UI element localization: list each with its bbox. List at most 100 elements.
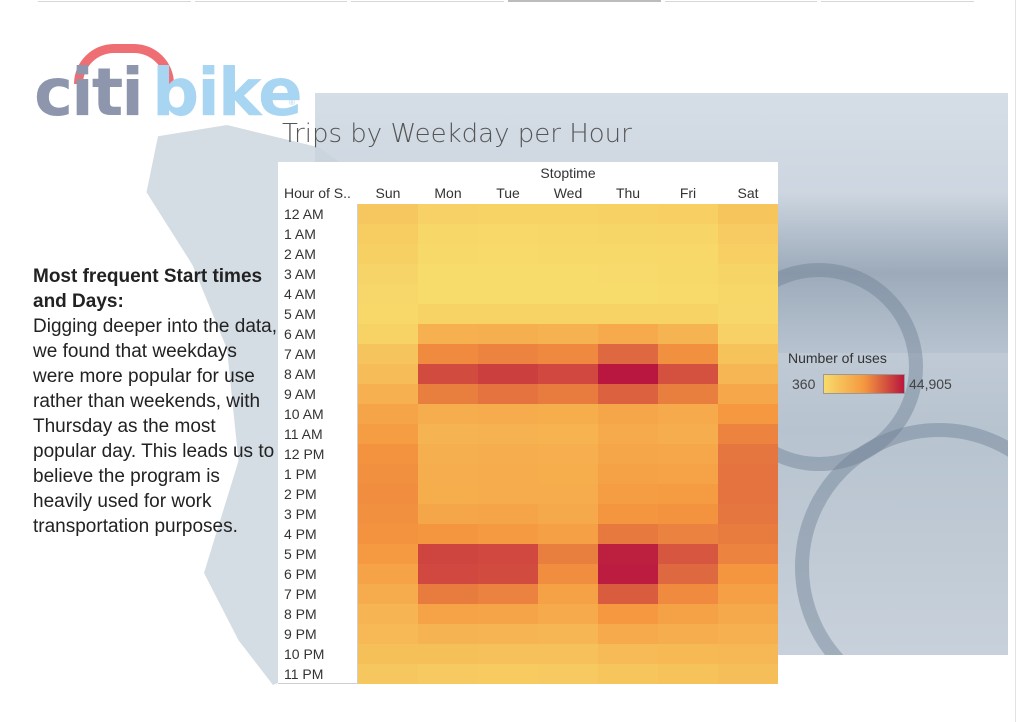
- heatmap-cell: [598, 284, 658, 304]
- heatmap-cell: [598, 564, 658, 584]
- heatmap-cell: [538, 284, 598, 304]
- heatmap-cell: [358, 524, 418, 544]
- row-label: 9 PM: [284, 626, 317, 642]
- heatmap-cell: [658, 404, 718, 424]
- heatmap-cell: [478, 404, 538, 424]
- heatmap-cell: [358, 384, 418, 404]
- heatmap-cell: [658, 204, 718, 224]
- heatmap-cell: [478, 424, 538, 444]
- heatmap-cell: [478, 564, 538, 584]
- row-label: 5 PM: [284, 546, 317, 562]
- heatmap-cell: [718, 264, 778, 284]
- heatmap-chart: Stoptime Hour of S.. Sun Mon Tue Wed Thu Fri Sat…: [278, 165, 778, 684]
- heatmap-cell: [718, 324, 778, 344]
- heatmap-cell: [718, 204, 778, 224]
- legend-title: Number of uses: [788, 350, 887, 366]
- heatmap-cell: [658, 344, 718, 364]
- heatmap-cell: [718, 604, 778, 624]
- heatmap-cell: [418, 404, 478, 424]
- column-label-sat: Sat: [737, 185, 758, 201]
- heatmap-cell: [598, 624, 658, 644]
- row-label: 3 AM: [284, 266, 316, 282]
- heatmap-cell: [598, 444, 658, 464]
- tab-6[interactable]: [821, 0, 975, 2]
- heatmap-cell: [358, 444, 418, 464]
- heatmap-cell: [358, 604, 418, 624]
- logo-bike-text: bike: [152, 54, 303, 131]
- heatmap-cell: [598, 644, 658, 664]
- heatmap-cell: [358, 644, 418, 664]
- column-label-mon: Mon: [434, 185, 461, 201]
- heatmap-cell: [418, 364, 478, 384]
- heatmap-cell: [538, 484, 598, 504]
- tab-4-active[interactable]: [508, 0, 661, 2]
- heatmap-cell: [358, 424, 418, 444]
- heatmap-cell: [658, 524, 718, 544]
- heatmap-cell: [598, 404, 658, 424]
- heatmap-cell: [538, 264, 598, 284]
- heatmap-cell: [478, 504, 538, 524]
- heatmap-cell: [658, 424, 718, 444]
- row-label: 4 PM: [284, 526, 317, 542]
- heatmap-cell: [418, 344, 478, 364]
- row-label: 2 AM: [284, 246, 316, 262]
- heatmap-cell: [418, 324, 478, 344]
- heatmap-cell: [598, 364, 658, 384]
- heatmap-cell: [418, 544, 478, 564]
- heatmap-cell: [658, 384, 718, 404]
- heatmap-cell: [478, 464, 538, 484]
- heatmap-cell: [358, 564, 418, 584]
- heatmap-cell: [598, 504, 658, 524]
- heatmap-cell: [478, 264, 538, 284]
- heatmap-cell: [538, 604, 598, 624]
- heatmap-cell: [598, 384, 658, 404]
- heatmap-cell: [418, 484, 478, 504]
- heatmap-cell: [718, 424, 778, 444]
- logo-citi-text: citi: [34, 54, 144, 131]
- row-label: 7 PM: [284, 586, 317, 602]
- heatmap-cell: [538, 324, 598, 344]
- tab-5[interactable]: [664, 0, 818, 2]
- tab-1[interactable]: [38, 0, 191, 2]
- heatmap-cell: [358, 624, 418, 644]
- heatmap-cell: [358, 584, 418, 604]
- heatmap-cell: [418, 524, 478, 544]
- tab-3[interactable]: [351, 0, 505, 2]
- legend-max-label: 44,905: [909, 376, 952, 392]
- heatmap-cell: [478, 644, 538, 664]
- heatmap-cell: [718, 344, 778, 364]
- heatmap-cell: [658, 264, 718, 284]
- heatmap-cell: [538, 644, 598, 664]
- heatmap-cell: [538, 224, 598, 244]
- heatmap-cell: [478, 304, 538, 324]
- heatmap-cell: [718, 284, 778, 304]
- heatmap-cell: [718, 404, 778, 424]
- heatmap-cell: [718, 524, 778, 544]
- heatmap-cell: [538, 564, 598, 584]
- heatmap-cell: [358, 324, 418, 344]
- heatmap-cell: [418, 224, 478, 244]
- tab-2[interactable]: [194, 0, 348, 2]
- heatmap-cell: [658, 364, 718, 384]
- column-label-wed: Wed: [554, 185, 583, 201]
- row-label: 4 AM: [284, 286, 316, 302]
- heatmap-cell: [538, 244, 598, 264]
- heatmap-cell: [718, 244, 778, 264]
- heatmap-cell: [418, 644, 478, 664]
- color-legend: Number of uses 360 44,905: [788, 350, 952, 394]
- heatmap-cell: [538, 624, 598, 644]
- description-text-box: Most frequent Start times and Days: Digg…: [33, 264, 283, 539]
- heatmap-cell: [358, 404, 418, 424]
- row-label: 12 AM: [284, 206, 324, 222]
- citibike-logo: citi bike ®: [34, 40, 314, 131]
- heatmap-cell: [658, 544, 718, 564]
- heatmap-cell: [478, 584, 538, 604]
- heatmap-cell: [358, 204, 418, 224]
- heatmap-cell: [658, 604, 718, 624]
- row-label: 5 AM: [284, 306, 316, 322]
- logo-registered-mark: ®: [289, 98, 295, 107]
- heatmap-cell: [658, 484, 718, 504]
- row-label: 2 PM: [284, 486, 317, 502]
- heatmap-cell: [598, 664, 658, 684]
- heatmap-cell: [478, 624, 538, 644]
